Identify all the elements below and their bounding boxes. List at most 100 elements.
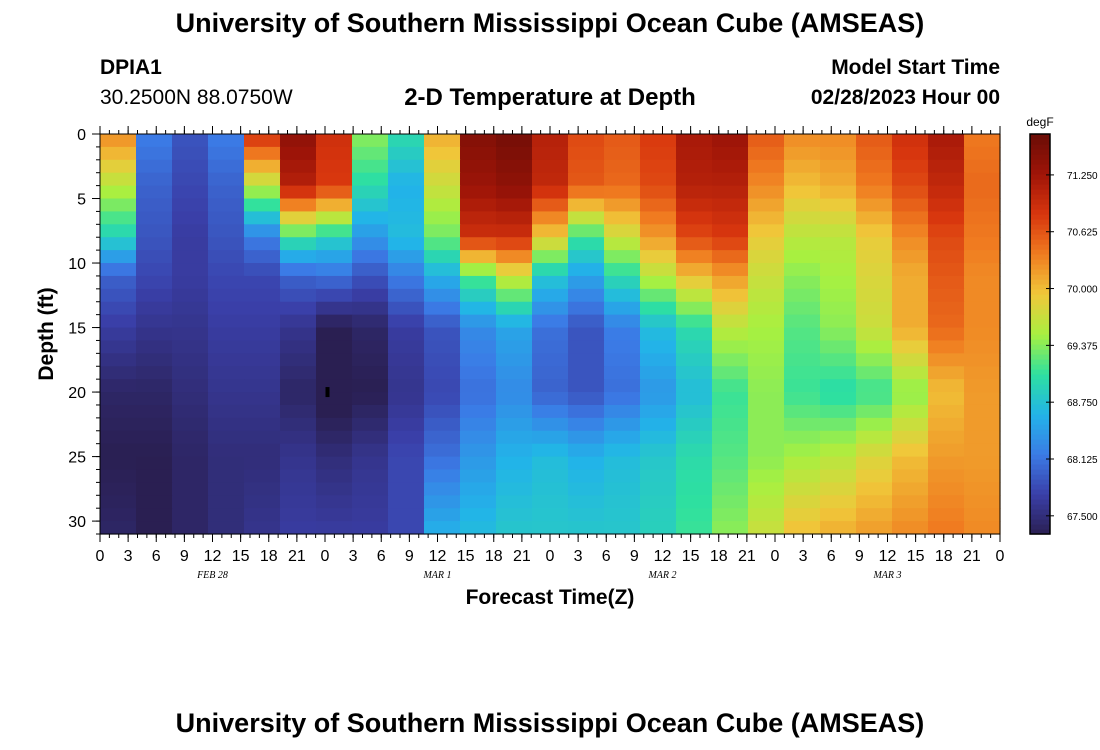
heatmap-cell bbox=[676, 263, 713, 277]
heatmap-cell bbox=[496, 469, 533, 483]
heatmap-cell bbox=[568, 314, 605, 329]
heatmap-cell bbox=[604, 366, 641, 380]
heatmap-cell bbox=[568, 417, 605, 432]
heatmap-cell bbox=[748, 159, 785, 174]
colorbar-segment bbox=[1030, 159, 1050, 165]
heatmap-cell bbox=[928, 379, 965, 393]
heatmap-cell bbox=[316, 366, 353, 380]
heatmap-cell bbox=[388, 366, 425, 380]
heatmap-cell bbox=[640, 366, 677, 380]
heatmap-cell bbox=[784, 417, 821, 432]
heatmap-cell bbox=[136, 521, 173, 535]
colorbar-segment bbox=[1030, 249, 1050, 255]
heatmap-cell bbox=[244, 198, 281, 213]
heatmap-cell bbox=[964, 508, 1001, 522]
heatmap-cell bbox=[388, 456, 425, 471]
heatmap-cell bbox=[820, 159, 857, 174]
heatmap-cell bbox=[784, 404, 821, 419]
heatmap-cell bbox=[280, 134, 317, 148]
heatmap-cell bbox=[712, 379, 749, 393]
colorbar-segment bbox=[1030, 519, 1050, 525]
heatmap-cell bbox=[604, 327, 641, 342]
heatmap-cell bbox=[676, 392, 713, 406]
heatmap-cell bbox=[460, 417, 497, 432]
heatmap-cell bbox=[820, 185, 857, 200]
x-tick-label: 21 bbox=[288, 548, 306, 565]
heatmap-cell bbox=[640, 134, 677, 148]
heatmap-cell bbox=[172, 172, 209, 187]
heatmap-cell bbox=[568, 185, 605, 200]
heatmap-cell bbox=[748, 224, 785, 238]
heatmap-cell bbox=[532, 404, 569, 419]
heatmap-cell bbox=[460, 366, 497, 380]
heatmap-cell bbox=[136, 327, 173, 342]
heatmap-cell bbox=[604, 288, 641, 303]
heatmap-cell bbox=[784, 508, 821, 522]
heatmap-cell bbox=[208, 301, 245, 316]
heatmap-cell bbox=[244, 456, 281, 471]
heatmap-cell bbox=[928, 482, 965, 496]
heatmap-cell bbox=[892, 301, 929, 316]
heatmap-cell bbox=[568, 430, 605, 445]
heatmap-cell bbox=[964, 211, 1001, 225]
colorbar-segment bbox=[1030, 214, 1050, 220]
heatmap-cell bbox=[100, 469, 137, 483]
heatmap-cell bbox=[352, 521, 389, 535]
heatmap-cell bbox=[928, 521, 965, 535]
heatmap-cell bbox=[856, 263, 893, 277]
heatmap-cell bbox=[172, 508, 209, 522]
heatmap-cell bbox=[136, 250, 173, 264]
heatmap-cell bbox=[352, 366, 389, 380]
heatmap-cell bbox=[280, 469, 317, 483]
heatmap-cell bbox=[280, 314, 317, 329]
colorbar-segment bbox=[1030, 179, 1050, 185]
heatmap-cell bbox=[316, 288, 353, 303]
heatmap-cell bbox=[316, 146, 353, 161]
y-axis-title: Depth (ft) bbox=[35, 287, 58, 380]
heatmap-cell bbox=[784, 392, 821, 406]
heatmap-cell bbox=[604, 275, 641, 290]
heatmap-cell bbox=[640, 146, 677, 161]
colorbar-segment bbox=[1030, 489, 1050, 495]
heatmap-cell bbox=[244, 469, 281, 483]
heatmap-cell bbox=[496, 404, 533, 419]
heatmap-cell bbox=[640, 224, 677, 238]
heatmap-cell bbox=[856, 327, 893, 342]
heatmap-cell bbox=[676, 469, 713, 483]
heatmap-cell bbox=[964, 353, 1001, 367]
heatmap-cell bbox=[172, 443, 209, 458]
heatmap-cell bbox=[532, 134, 569, 148]
heatmap-cell bbox=[172, 521, 209, 535]
heatmap-cell bbox=[784, 456, 821, 471]
heatmap-cell bbox=[604, 134, 641, 148]
heatmap-cell bbox=[892, 172, 929, 187]
heatmap-cell bbox=[424, 366, 461, 380]
heatmap-cell bbox=[856, 521, 893, 535]
heatmap-cell bbox=[172, 327, 209, 342]
heatmap-cell bbox=[856, 301, 893, 316]
heatmap-cell bbox=[568, 366, 605, 380]
heatmap-cell bbox=[928, 301, 965, 316]
heatmap-cell bbox=[532, 198, 569, 213]
heatmap-cell bbox=[712, 404, 749, 419]
heatmap-cell bbox=[280, 224, 317, 238]
heatmap-cell bbox=[568, 327, 605, 342]
heatmap-cell bbox=[820, 340, 857, 354]
heatmap-cell bbox=[172, 482, 209, 496]
x-tick-label: 21 bbox=[513, 548, 531, 565]
heatmap-cell bbox=[784, 172, 821, 187]
heatmap-cell bbox=[388, 495, 425, 509]
heatmap-cell bbox=[136, 134, 173, 148]
heatmap-cell bbox=[388, 185, 425, 200]
heatmap-cell bbox=[172, 430, 209, 445]
heatmap-cell bbox=[352, 237, 389, 251]
colorbar-segment bbox=[1030, 254, 1050, 260]
heatmap-cell bbox=[100, 392, 137, 406]
heatmap-cell bbox=[820, 392, 857, 406]
colorbar-segment bbox=[1030, 279, 1050, 285]
heatmap-cell bbox=[388, 172, 425, 187]
heatmap-cell bbox=[964, 237, 1001, 251]
heatmap-cell bbox=[136, 185, 173, 200]
heatmap-cell bbox=[100, 456, 137, 471]
heatmap-cell bbox=[892, 134, 929, 148]
